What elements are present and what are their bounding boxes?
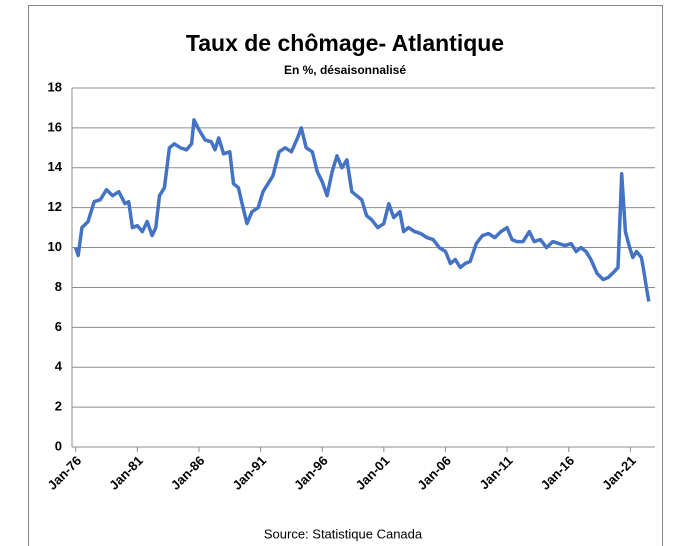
x-tick-label: Jan-11 <box>476 453 515 492</box>
source-note: Source: Statistique Canada <box>264 526 423 541</box>
y-tick-label: 12 <box>48 199 62 214</box>
x-tick-label: Jan-81 <box>106 453 146 493</box>
y-tick-label: 2 <box>55 399 62 414</box>
chart-subtitle: En %, désaisonnalisé <box>284 63 406 77</box>
x-tick-label: Jan-21 <box>599 453 639 493</box>
y-tick-label: 4 <box>55 359 63 374</box>
y-tick-label: 16 <box>48 119 62 134</box>
x-tick-label: Jan-86 <box>168 453 208 493</box>
y-tick-label: 18 <box>48 79 62 94</box>
x-tick-label: Jan-91 <box>229 453 269 493</box>
data-line <box>74 118 651 302</box>
y-tick-label: 0 <box>55 438 62 453</box>
y-tick-label: 14 <box>48 159 63 174</box>
x-tick-label: Jan-16 <box>538 453 578 493</box>
y-tick-label: 8 <box>55 279 62 294</box>
x-tick-label: Jan-76 <box>45 453 85 493</box>
x-tick-label: Jan-06 <box>414 453 454 493</box>
y-tick-label: 6 <box>55 319 62 334</box>
chart-title: Taux de chômage- Atlantique <box>186 30 504 56</box>
chart-frame <box>28 5 663 546</box>
x-tick-label: Jan-01 <box>353 453 393 493</box>
x-tick-label: Jan-96 <box>291 453 331 493</box>
y-tick-label: 10 <box>48 239 62 254</box>
